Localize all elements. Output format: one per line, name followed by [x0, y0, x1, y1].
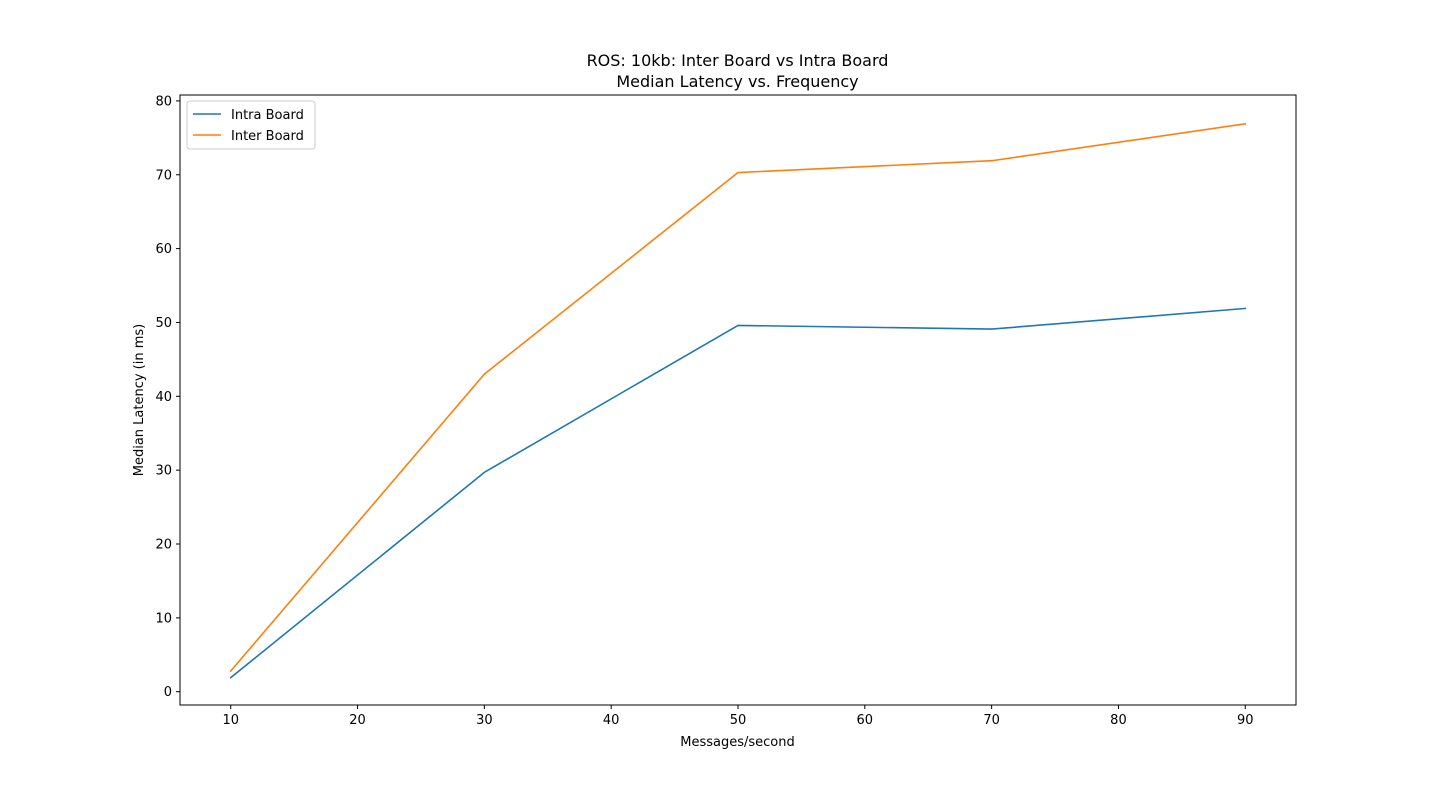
- legend-box: [186, 100, 316, 150]
- y-tick-label: 70: [155, 168, 172, 183]
- y-tick-label: 60: [155, 242, 172, 257]
- x-tick-label: 80: [1110, 713, 1127, 728]
- y-tick-label: 0: [164, 685, 172, 700]
- series-line-intra-board: [229, 307, 1247, 679]
- chart-title: ROS: 10kb: Inter Board vs Intra Board: [587, 51, 889, 70]
- x-tick-label: 50: [730, 713, 747, 728]
- plot-frame: [179, 94, 1297, 706]
- y-tick-label: 20: [155, 538, 172, 553]
- x-tick-label: 30: [476, 713, 493, 728]
- chart-subtitle: Median Latency vs. Frequency: [616, 72, 858, 91]
- x-tick-label: 20: [349, 713, 366, 728]
- x-tick-label: 70: [983, 713, 1000, 728]
- x-tick-label: 10: [222, 713, 239, 728]
- y-tick-label: 30: [155, 464, 172, 479]
- y-axis-label: Median Latency (in ms): [132, 324, 147, 477]
- y-tick-label: 50: [155, 316, 172, 331]
- y-tick-label: 10: [155, 611, 172, 626]
- legend-label-intra-board: Intra Board: [231, 108, 304, 123]
- x-tick-label: 90: [1237, 713, 1254, 728]
- legend-label-inter-board: Inter Board: [231, 129, 304, 144]
- series-line-inter-board: [229, 122, 1247, 673]
- plot-area: 10 20 30 40 50 60 70 80 90 0 10 20 30 40 50 60 70 80 Intra…: [155, 94, 1297, 728]
- x-axis-label: Messages/second: [680, 735, 795, 750]
- x-tick-label: 40: [603, 713, 620, 728]
- legend: Intra Board Inter Board: [186, 100, 316, 150]
- y-tick-label: 80: [155, 94, 172, 109]
- x-tick-label: 60: [857, 713, 874, 728]
- y-tick-label: 40: [155, 390, 172, 405]
